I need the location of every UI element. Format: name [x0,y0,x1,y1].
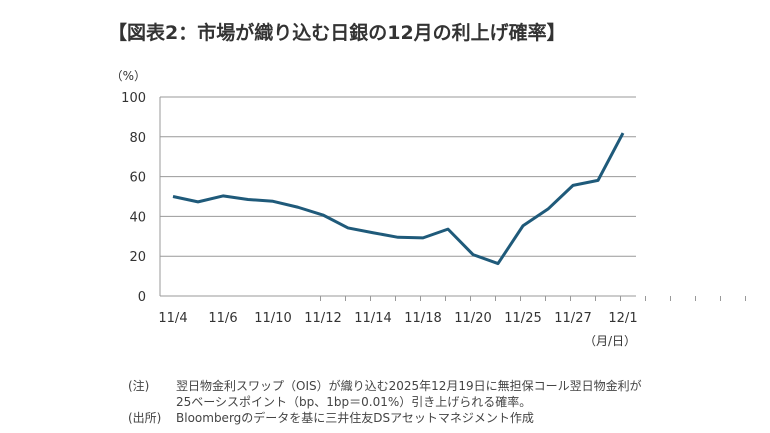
source-text: Bloombergのデータを基に三井住友DSアセットマネジメント作成 [176,411,534,425]
x-tick-label: 11/6 [208,311,237,326]
y-tick-label: 100 [121,91,146,106]
x-tick-label: 11/10 [254,311,291,326]
series-line [172,132,625,266]
chart-title: 【図表2：市場が織り込む日銀の12月の利上げ確率】 [108,22,566,44]
y-tick-label: 60 [129,171,146,186]
y-axis-label: （%） [111,69,146,83]
x-tick-label: 12/1 [608,311,637,326]
note-line2: 25ベーシスポイント（bp、1bp＝0.01%）引き上げられる確率。 [176,395,532,409]
y-tick-label: 80 [129,131,146,146]
x-tick-label: 11/20 [454,311,491,326]
x-tick-label: 11/14 [354,311,391,326]
x-tick-label: 11/4 [158,311,187,326]
note-line1: 翌日物金利スワップ（OIS）が織り込む2025年12月19日に無担保コール翌日物… [176,379,642,393]
source-label: (出所) [128,411,162,425]
x-axis-label: （月/日） [584,334,636,348]
x-tick-label: 11/27 [554,311,591,326]
y-tick-label: 20 [129,250,146,265]
y-tick-label: 0 [138,290,146,305]
x-tick-label: 11/18 [404,311,441,326]
x-tick-label: 11/25 [504,311,541,326]
x-tick-label: 11/12 [304,311,341,326]
note-label: (注) [128,379,150,393]
y-tick-label: 40 [129,210,146,225]
